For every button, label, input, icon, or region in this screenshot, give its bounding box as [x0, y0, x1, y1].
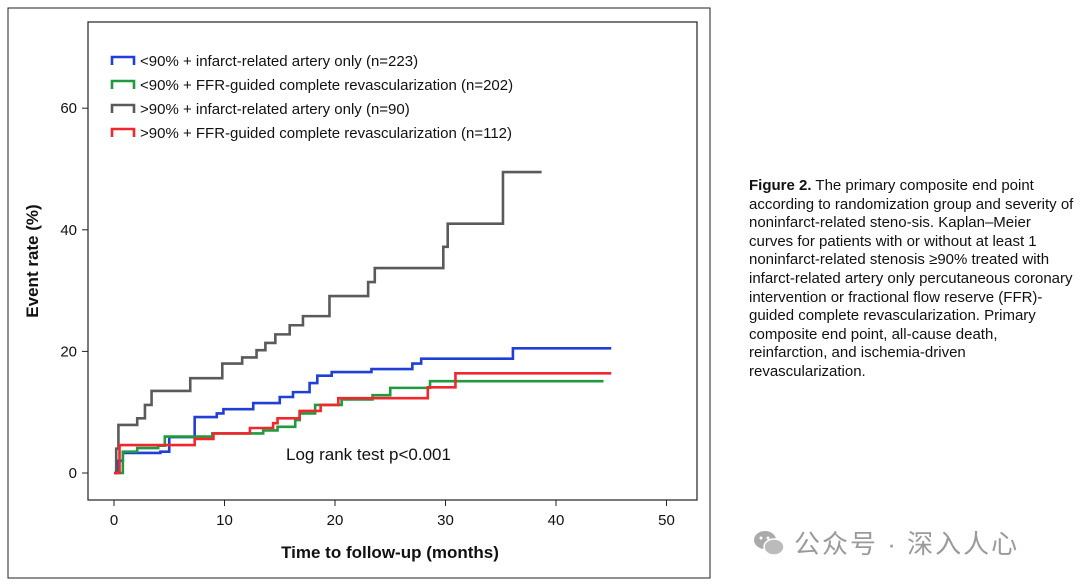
x-axis-label: Time to follow-up (months) [281, 543, 499, 562]
watermark: 公众号 · 深入人心 [752, 524, 1019, 561]
legend-swatch [110, 55, 136, 65]
legend-label: >90% + FFR-guided complete revasculariza… [140, 125, 512, 142]
y-tick-label: 60 [60, 100, 77, 117]
legend-swatch [110, 127, 136, 137]
x-tick-label: 0 [110, 512, 118, 529]
x-tick-label: 30 [437, 512, 454, 529]
series-line [114, 379, 604, 475]
series-line [114, 371, 612, 475]
x-tick-label: 50 [658, 512, 675, 529]
km-chart: 0 10 20 30 40 50 0 20 40 60 <90% + infarct-relate… [7, 7, 711, 579]
watermark-text: 公众号 · 深入人心 [794, 529, 1020, 559]
figure-frame [7, 7, 711, 579]
figure-caption: Figure 2. The primary composite end poin… [749, 177, 1079, 382]
x-tick-label: 10 [216, 512, 233, 529]
caption-label: Figure 2. [749, 177, 812, 194]
x-tick-label: 40 [548, 512, 565, 529]
y-tick-label: 0 [69, 465, 77, 482]
x-tick-label: 20 [327, 512, 344, 529]
legend-label: >90% + infarct-related artery only (n=90… [140, 101, 410, 118]
caption-text: The primary composite end point accordin… [749, 177, 1074, 380]
legend-swatch [110, 79, 136, 89]
series-line [114, 347, 612, 475]
y-tick-label: 40 [60, 222, 77, 239]
y-tick-label: 20 [60, 343, 77, 360]
logrank-annotation: Log rank test p<0.001 [286, 445, 451, 464]
series-line [114, 170, 542, 475]
wechat-icon [754, 530, 785, 556]
legend-label: <90% + infarct-related artery only (n=22… [140, 53, 418, 70]
legend-label: <90% + FFR-guided complete revasculariza… [140, 77, 513, 94]
plot-frame [87, 21, 698, 501]
y-axis-label: Event rate (%) [23, 204, 42, 317]
legend-swatch [110, 103, 136, 113]
